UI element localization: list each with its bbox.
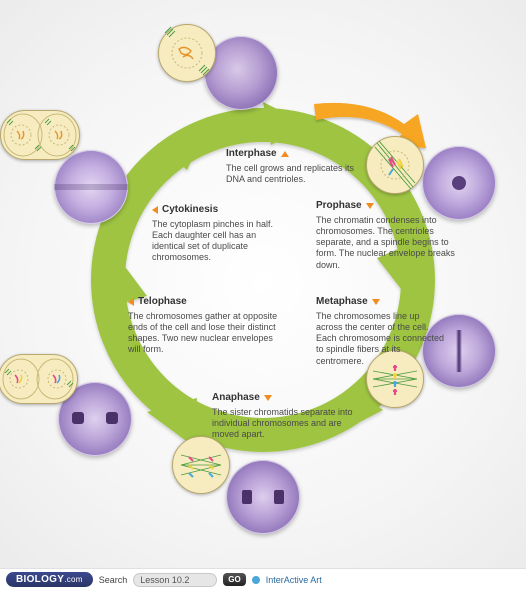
cytokinesis-title: Cytokinesis — [162, 204, 218, 217]
arrow-down-icon — [264, 395, 272, 401]
cytokinesis-micrograph — [54, 150, 128, 224]
prophase-title: Prophase — [316, 200, 362, 213]
interphase-desc: The cell grows and replicates its DNA an… — [226, 163, 366, 186]
brand-pill[interactable]: BIOLOGY.com — [6, 572, 93, 587]
anaphase-text: Anaphase The sister chromatids separate … — [212, 392, 362, 440]
telophase-desc: The chromosomes gather at opposite ends … — [128, 311, 278, 356]
metaphase-desc: The chromosomes line up across the cente… — [316, 311, 448, 367]
interphase-diagram — [158, 24, 216, 82]
interphase-title: Interphase — [226, 148, 277, 161]
search-input[interactable] — [140, 575, 210, 585]
cytokinesis-diagram — [0, 110, 80, 160]
search-box-wrap — [133, 573, 217, 587]
prophase-diagram — [366, 136, 424, 194]
anaphase-micrograph — [226, 460, 300, 534]
brand-suffix: .com — [64, 575, 83, 584]
anaphase-cells — [190, 444, 300, 534]
go-button[interactable]: GO — [223, 573, 245, 586]
footer-bar: BIOLOGY.com Search GO InterActive Art — [0, 568, 526, 590]
search-label: Search — [99, 575, 128, 585]
metaphase-text: Metaphase The chromosomes line up across… — [316, 296, 448, 367]
arrow-down-icon — [372, 299, 380, 305]
arrow-up-icon — [281, 151, 289, 157]
anaphase-title: Anaphase — [212, 392, 260, 405]
interactive-art-link[interactable]: InterActive Art — [266, 575, 322, 585]
metaphase-title: Metaphase — [316, 296, 368, 309]
telophase-cells — [18, 360, 128, 450]
footer-dot-icon — [252, 576, 260, 584]
arrow-left-icon — [152, 206, 158, 214]
anaphase-diagram — [172, 436, 230, 494]
cytokinesis-text: Cytokinesis The cytoplasm pinches in hal… — [152, 204, 290, 264]
interphase-text: Interphase The cell grows and replicates… — [226, 148, 366, 185]
prophase-desc: The chromatin condenses into chromosomes… — [316, 215, 458, 271]
anaphase-desc: The sister chromatids separate into indi… — [212, 407, 362, 441]
telophase-title: Telophase — [138, 296, 187, 309]
cell-cycle-diagram: Interphase The cell grows and replicates… — [0, 0, 526, 560]
arrow-down-icon — [366, 203, 374, 209]
telophase-diagram — [0, 354, 78, 404]
prophase-text: Prophase The chromatin condenses into ch… — [316, 200, 458, 271]
cytokinesis-desc: The cytoplasm pinches in half. Each daug… — [152, 219, 290, 264]
cytokinesis-cells — [14, 120, 124, 210]
telophase-text: Telophase The chromosomes gather at oppo… — [128, 296, 278, 356]
arrow-left-icon — [128, 298, 134, 306]
brand-name: BIOLOGY — [16, 574, 64, 585]
interphase-cells — [168, 18, 278, 108]
